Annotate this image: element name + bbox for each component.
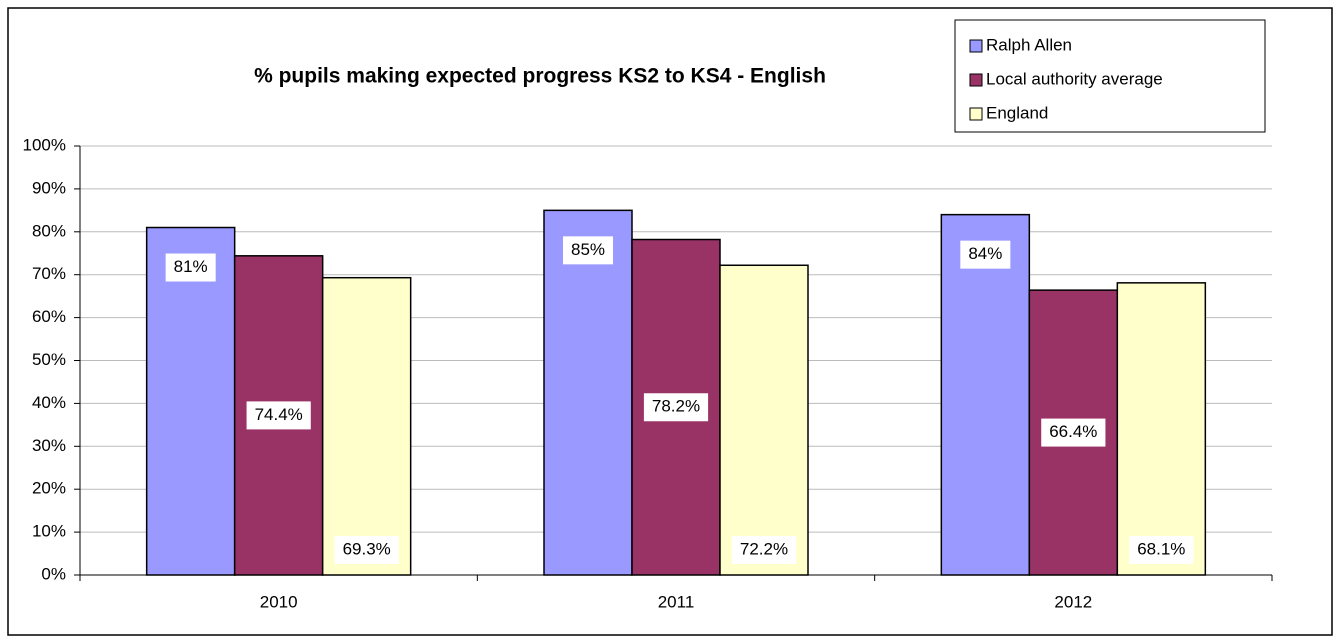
y-tick-label: 0% bbox=[41, 564, 66, 583]
legend-label: Local authority average bbox=[986, 69, 1163, 88]
value-label: 85% bbox=[571, 240, 605, 259]
value-label-box bbox=[960, 240, 1011, 269]
value-label: 72.2% bbox=[740, 539, 788, 558]
y-tick-label: 50% bbox=[32, 350, 66, 369]
value-label: 68.1% bbox=[1137, 539, 1185, 558]
value-label-box bbox=[562, 236, 614, 265]
x-tick-label: 2010 bbox=[260, 592, 298, 611]
legend-label: England bbox=[986, 103, 1048, 122]
y-tick-label: 70% bbox=[32, 264, 66, 283]
y-tick-label: 90% bbox=[32, 178, 66, 197]
bar bbox=[543, 209, 633, 576]
value-label-box bbox=[334, 536, 399, 564]
value-label-box bbox=[165, 253, 216, 282]
legend-swatch bbox=[969, 73, 983, 87]
x-tick-label: 2011 bbox=[658, 592, 695, 611]
value-label: 78.2% bbox=[652, 397, 700, 416]
bar bbox=[1116, 282, 1207, 576]
bar bbox=[321, 276, 412, 576]
legend-box bbox=[954, 19, 1266, 133]
y-tick-label: 30% bbox=[32, 436, 66, 455]
y-tick-label: 100% bbox=[23, 135, 66, 154]
value-label: 69.3% bbox=[343, 539, 391, 558]
x-tick-label: 2012 bbox=[1054, 592, 1092, 611]
y-tick-label: 40% bbox=[32, 393, 66, 412]
value-label-box bbox=[1129, 536, 1194, 564]
y-tick-label: 80% bbox=[32, 221, 66, 240]
bar bbox=[940, 213, 1031, 576]
y-tick-label: 60% bbox=[32, 307, 66, 326]
y-tick-label: 20% bbox=[32, 479, 66, 498]
bar bbox=[145, 226, 236, 576]
value-label-box bbox=[1041, 418, 1106, 447]
value-label-box bbox=[643, 393, 709, 422]
y-tick-label: 10% bbox=[32, 522, 66, 541]
legend-label: Ralph Allen bbox=[986, 35, 1072, 54]
value-label-box bbox=[246, 401, 311, 430]
value-label: 84% bbox=[968, 244, 1002, 263]
bar bbox=[719, 264, 809, 576]
value-label-box bbox=[731, 536, 797, 564]
value-label: 66.4% bbox=[1049, 422, 1097, 441]
value-label: 81% bbox=[174, 257, 208, 276]
chart-title: % pupils making expected progress KS2 to… bbox=[254, 65, 826, 88]
value-label: 74.4% bbox=[255, 405, 303, 424]
legend-swatch bbox=[969, 107, 983, 121]
legend-swatch bbox=[969, 39, 983, 53]
